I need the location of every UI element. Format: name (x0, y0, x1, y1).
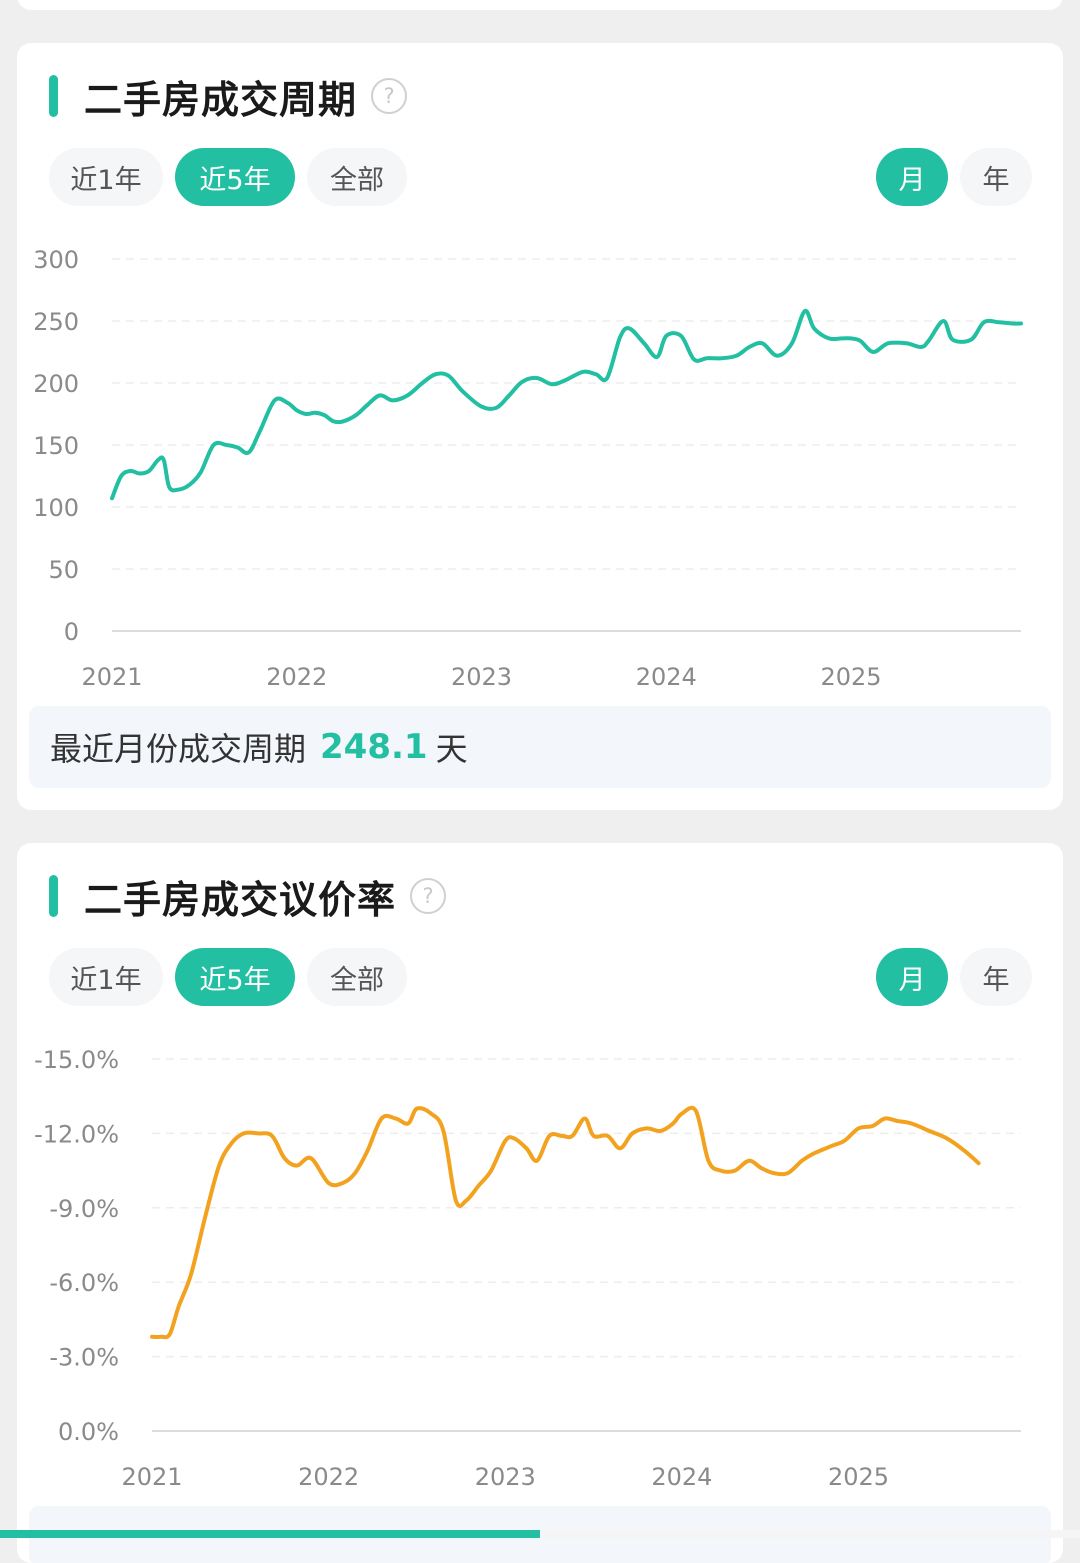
tab-month[interactable]: 月 (876, 948, 948, 1006)
tab-5-years[interactable]: 近5年 (175, 148, 295, 206)
title-accent-bar (49, 875, 58, 917)
tab-5-years[interactable]: 近5年 (175, 948, 295, 1006)
y-tick-label: 50 (48, 556, 79, 584)
deal-cycle-card: 二手房成交周期 ? 近1年 近5年 全部 月 年 300 250 200 150 100… (17, 43, 1063, 810)
series-line (150, 1105, 981, 1340)
tab-1-year[interactable]: 近1年 (49, 148, 163, 206)
card-title: 二手房成交周期 (84, 77, 358, 122)
x-tick-label: 2021 (121, 1463, 182, 1491)
y-tick-label: -6.0% (49, 1269, 119, 1297)
summary-value: 248.1 (320, 727, 428, 767)
tab-month[interactable]: 月 (876, 148, 948, 206)
series-line (110, 308, 1023, 501)
help-icon[interactable]: ? (371, 78, 408, 114)
y-tick-label: 250 (33, 308, 79, 336)
y-tick-label: -3.0% (49, 1344, 119, 1372)
card-header: 二手房成交议价率 ? (49, 873, 447, 922)
bargain-rate-chart: -15.0% -12.0% -9.0% -6.0% -3.0% 0.0%2021 2022 2… (34, 1046, 1021, 1491)
scroll-progress-bar (0, 1530, 1080, 1538)
y-tick-label: 300 (33, 246, 79, 274)
previous-card (17, 0, 1063, 10)
y-tick-label: 100 (33, 494, 79, 522)
tab-all[interactable]: 全部 (307, 948, 407, 1006)
x-tick-label: 2023 (475, 1463, 536, 1491)
x-tick-label: 2022 (298, 1463, 359, 1491)
y-tick-label: -12.0% (34, 1120, 119, 1148)
card-header: 二手房成交周期 ? (49, 73, 408, 122)
x-tick-label: 2025 (820, 663, 881, 691)
tab-all[interactable]: 全部 (307, 148, 407, 206)
summary-label: 最近月份成交周期 (50, 730, 307, 768)
y-tick-label: 0 (64, 618, 79, 646)
x-tick-label: 2023 (451, 663, 512, 691)
tab-year[interactable]: 年 (960, 948, 1032, 1006)
y-tick-label: -9.0% (49, 1195, 119, 1223)
x-tick-label: 2025 (828, 1463, 889, 1491)
bargain-rate-card: 二手房成交议价率 ? 近1年 近5年 全部 月 年 -15.0% -12.0% -9… (17, 843, 1063, 1563)
card-title: 二手房成交议价率 (84, 877, 397, 922)
summary-box: 最近月份成交周期 248.1 天 (29, 706, 1051, 788)
x-tick-label: 2022 (266, 663, 327, 691)
x-tick-label: 2021 (81, 663, 142, 691)
x-tick-label: 2024 (651, 1463, 712, 1491)
tab-year[interactable]: 年 (960, 148, 1032, 206)
scroll-progress-fill (0, 1530, 540, 1538)
help-icon[interactable]: ? (410, 878, 447, 914)
y-tick-label: 150 (33, 432, 79, 460)
y-tick-label: 0.0% (58, 1418, 119, 1446)
summary-unit: 天 (435, 730, 468, 768)
tab-1-year[interactable]: 近1年 (49, 948, 163, 1006)
title-accent-bar (49, 75, 58, 117)
y-tick-label: -15.0% (34, 1046, 119, 1074)
x-tick-label: 2024 (636, 663, 697, 691)
y-tick-label: 200 (33, 370, 79, 398)
